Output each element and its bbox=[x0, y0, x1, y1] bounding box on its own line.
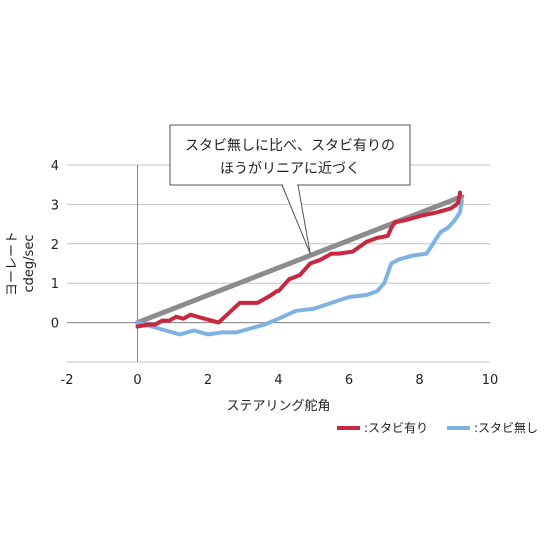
x-tick-label-0: -2 bbox=[61, 373, 74, 388]
annotation-text-line-2: ほうがリニアに近づく bbox=[220, 161, 360, 177]
y-tick-label-4: 4 bbox=[51, 159, 59, 174]
y-tick-label-2: 2 bbox=[51, 238, 59, 253]
x-tick-label-1: 0 bbox=[133, 373, 141, 388]
y-tick-label-3: 3 bbox=[51, 198, 59, 213]
x-axis-label: ステアリング舵角 bbox=[226, 399, 330, 414]
y-axis-label-line-1: ヨーレート bbox=[5, 231, 20, 296]
legend-label-stabi-ari: :スタビ有り bbox=[364, 421, 428, 435]
y-axis-label: ヨーレート cdeg/sec bbox=[5, 231, 37, 296]
axes bbox=[67, 165, 490, 362]
x-tick-label-2: 2 bbox=[204, 373, 212, 388]
annotation-text-line-1: スタビ無しに比べ、スタビ有りの bbox=[185, 138, 395, 154]
annotation-box bbox=[169, 124, 411, 186]
tick-labels: -2 0 2 4 6 8 10 0 1 2 3 4 bbox=[51, 159, 499, 388]
x-tick-label-4: 6 bbox=[345, 373, 353, 388]
series-line-0 bbox=[135, 190, 462, 329]
x-tick-label-6: 10 bbox=[482, 373, 499, 388]
gridlines bbox=[67, 164, 490, 363]
x-tick-label-5: 8 bbox=[415, 373, 423, 388]
y-tick-label-1: 1 bbox=[51, 277, 59, 292]
y-tick-label-0: 0 bbox=[51, 317, 59, 332]
annotation-callout: スタビ無しに比べ、スタビ有りの ほうがリニアに近づく bbox=[169, 124, 411, 254]
series-layer bbox=[135, 190, 464, 337]
series-line-1 bbox=[135, 198, 464, 337]
legend-label-stabi-nashi: :スタビ無し bbox=[474, 420, 538, 435]
x-tick-label-3: 4 bbox=[274, 373, 282, 388]
y-axis-label-line-2: cdeg/sec bbox=[22, 235, 37, 293]
legend: :スタビ有り :スタビ無し bbox=[337, 420, 538, 435]
